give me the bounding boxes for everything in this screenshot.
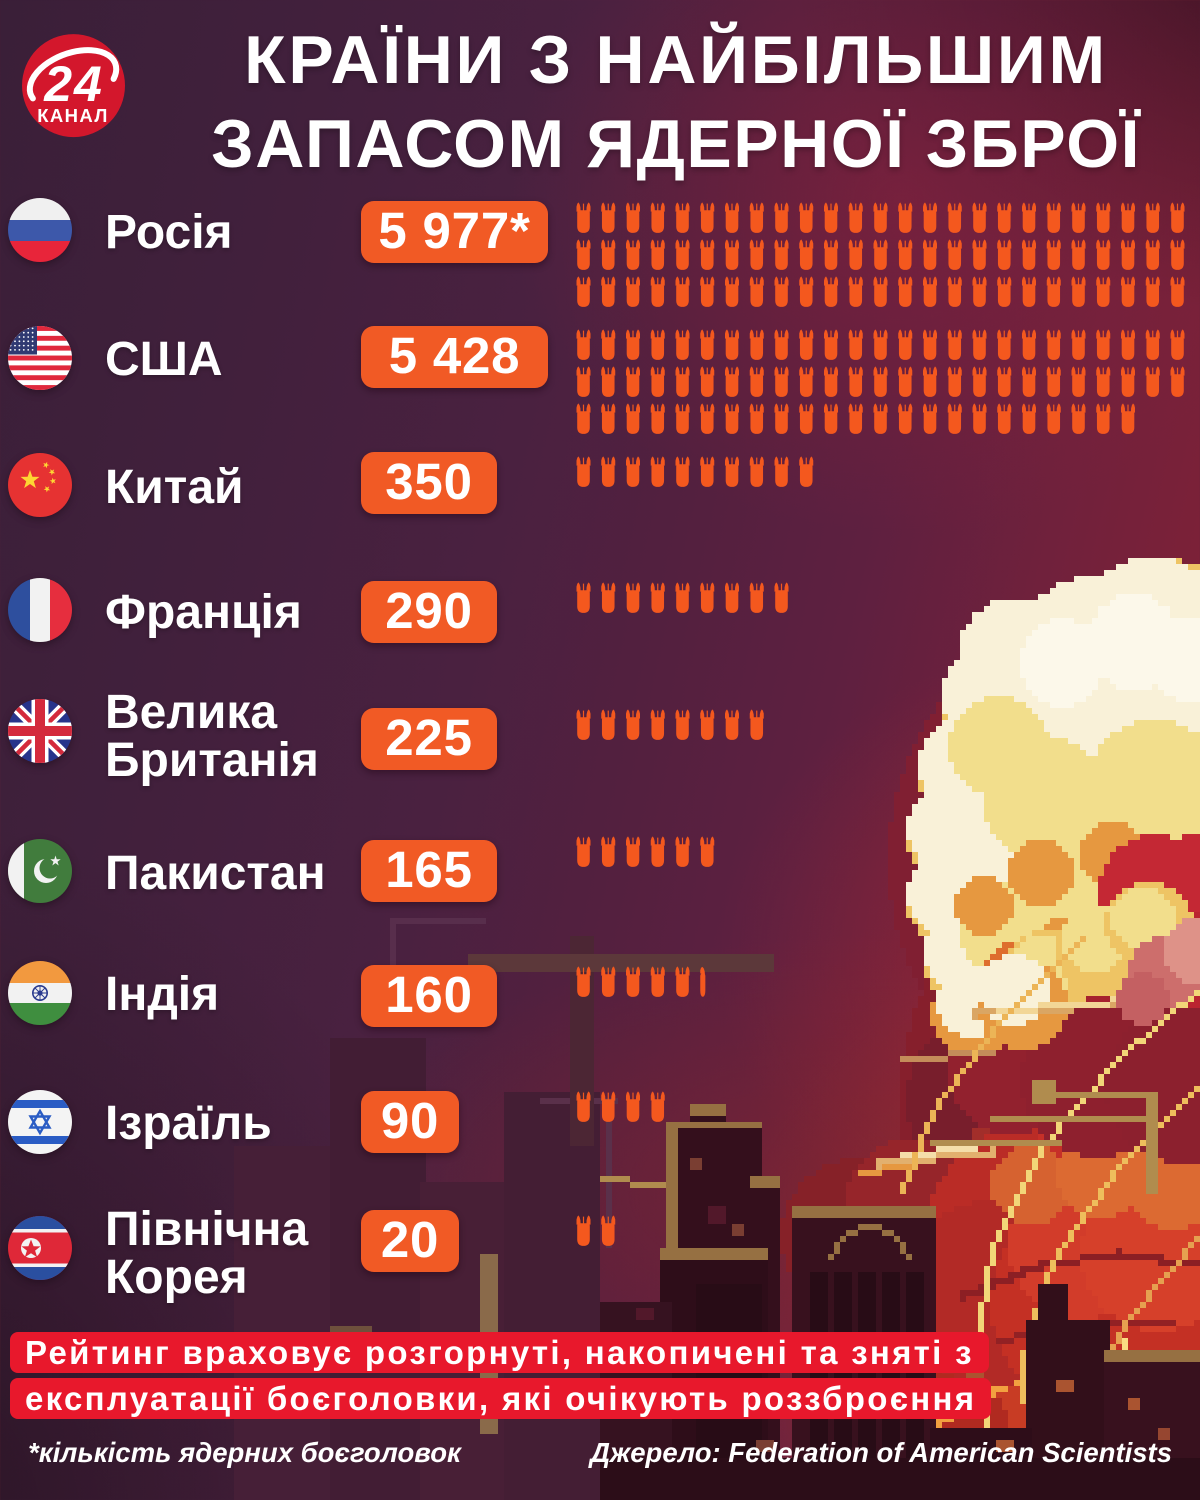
svg-text:КАНАЛ: КАНАЛ (37, 105, 109, 126)
svg-text:24: 24 (43, 56, 104, 112)
